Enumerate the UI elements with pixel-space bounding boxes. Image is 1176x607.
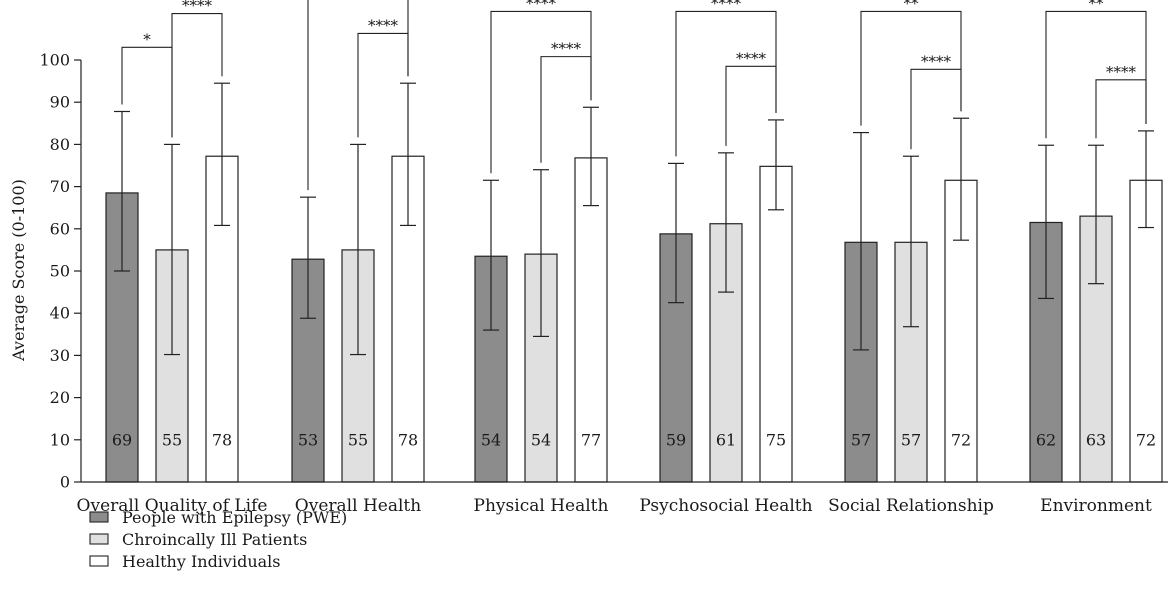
- significance-bracket: [490, 10, 592, 174]
- y-tick-label: 0: [60, 473, 70, 492]
- significance-label: **: [904, 0, 920, 12]
- bar-value-label: 57: [901, 430, 921, 449]
- significance-layer: ****************************************…: [121, 0, 1147, 191]
- x-category-label: Environment: [1040, 496, 1152, 516]
- y-tick-label: 80: [50, 135, 70, 154]
- bar-value-label: 55: [162, 430, 182, 449]
- significance-bracket: [675, 10, 777, 157]
- bar-value-label: 53: [298, 430, 318, 449]
- bar-value-label: 77: [581, 430, 601, 449]
- significance-bracket: [1045, 10, 1147, 139]
- legend-item: People with Epilepsy (PWE): [89, 508, 347, 527]
- y-tick-label: 40: [50, 304, 70, 323]
- bar-value-label: 69: [112, 430, 132, 449]
- significance-label: ****: [711, 0, 742, 12]
- significance-bracket: [171, 13, 223, 138]
- x-category-label: Overall Quality of Life: [77, 496, 268, 516]
- error-bars-layer: [114, 82, 1154, 356]
- bar-value-label: 62: [1036, 430, 1056, 449]
- legend-item: Chroincally Ill Patients: [89, 530, 307, 549]
- bar: [659, 233, 693, 483]
- bar-value-label: 63: [1086, 430, 1106, 449]
- legend-label: People with Epilepsy (PWE): [122, 508, 347, 527]
- bar-value-label: 72: [1136, 430, 1156, 449]
- y-tick-label: 100: [39, 51, 70, 70]
- x-category-label: Psychosocial Health: [639, 496, 812, 516]
- significance-label: ****: [182, 0, 213, 15]
- significance-bracket: [357, 32, 409, 138]
- bar-value-label: 54: [481, 430, 501, 449]
- significance-label: **: [1089, 0, 1105, 12]
- y-tick-label: 60: [50, 219, 70, 238]
- y-tick-label: 20: [50, 388, 70, 407]
- x-category-label: Social Relationship: [828, 496, 994, 516]
- y-tick-label: 10: [50, 430, 70, 449]
- legend-label: Chroincally Ill Patients: [122, 530, 307, 549]
- significance-label: ****: [526, 0, 557, 12]
- y-tick-label: 90: [50, 93, 70, 112]
- legend-swatch: [89, 555, 109, 567]
- legend-swatch: [89, 511, 109, 523]
- y-tick-label: 50: [50, 262, 70, 281]
- bar-value-label: 59: [666, 430, 686, 449]
- bar-value-label: 61: [716, 430, 736, 449]
- bar-value-label: 75: [766, 430, 786, 449]
- bar: [759, 165, 793, 483]
- significance-label: ****: [551, 40, 582, 58]
- legend-label: Healthy Individuals: [122, 552, 281, 571]
- significance-bracket: [860, 10, 962, 126]
- significance-bracket: [725, 65, 777, 146]
- labels-layer: 69 53 54 59 57 62 55 55 54 61 57 63 78 78 77 75 72 72 Over…: [77, 430, 1157, 516]
- significance-label: ****: [368, 16, 399, 34]
- significance-bracket: [1095, 79, 1147, 139]
- bar-value-label: 57: [851, 430, 871, 449]
- legend: People with Epilepsy (PWE) Chroincally Il…: [89, 508, 347, 571]
- legend-swatch: [89, 533, 109, 545]
- bar: [1129, 179, 1163, 483]
- x-category-label: Physical Health: [474, 496, 609, 516]
- bar: [944, 179, 978, 483]
- y-tick-label: 30: [50, 346, 70, 365]
- bar-value-label: 78: [398, 430, 418, 449]
- bar-value-label: 55: [348, 430, 368, 449]
- significance-label: ****: [736, 49, 767, 67]
- bar-value-label: 54: [531, 430, 551, 449]
- significance-bracket: [121, 46, 173, 138]
- legend-item: Healthy Individuals: [89, 552, 281, 571]
- y-axis-title: Average Score (0-100): [9, 179, 28, 362]
- bar-value-label: 78: [212, 430, 232, 449]
- significance-label: ****: [921, 52, 952, 70]
- bar-value-label: 72: [951, 430, 971, 449]
- x-category-label: Overall Health: [295, 496, 421, 516]
- significance-label: *: [143, 30, 151, 48]
- significance-bracket: [540, 56, 592, 163]
- significance-label: ****: [1106, 63, 1137, 81]
- y-axis: 0 10 20 30 40 50 60 70 80 90 100: [39, 51, 1168, 492]
- y-tick-label: 70: [50, 177, 70, 196]
- significance-bracket: [910, 68, 962, 150]
- bars-layer: [105, 155, 1163, 483]
